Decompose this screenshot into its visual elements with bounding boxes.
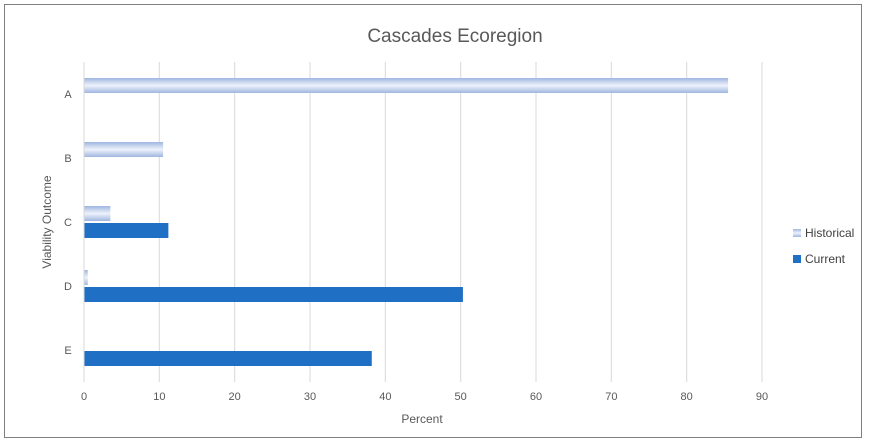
bar-current-d — [84, 287, 463, 302]
bar-historical-a — [84, 78, 729, 93]
x-tick-label: 70 — [605, 391, 617, 403]
bars — [83, 62, 729, 382]
x-tick-label: 10 — [153, 391, 165, 403]
x-axis-label: Percent — [401, 412, 443, 426]
y-tick-label: E — [64, 345, 71, 357]
bar-current-e — [84, 351, 372, 366]
x-tick-label: 20 — [229, 391, 241, 403]
x-tick-label: 30 — [304, 391, 316, 403]
y-tick-label: A — [64, 89, 72, 101]
x-tick-label: 60 — [530, 391, 542, 403]
y-tick-label: D — [64, 281, 72, 293]
bar-historical-b — [84, 142, 164, 157]
legend-swatch-current — [793, 255, 801, 263]
legend: Historical Current — [793, 226, 854, 266]
gridlines — [83, 62, 763, 382]
legend-label-historical: Historical — [805, 226, 854, 240]
x-axis-ticks: 0 10 20 30 40 50 60 70 80 90 — [81, 391, 768, 403]
x-tick-label: 90 — [756, 391, 768, 403]
legend-swatch-historical — [793, 229, 801, 237]
y-axis-label: Viability Outcome — [40, 175, 54, 268]
y-axis-ticks: A B C D E — [64, 89, 72, 357]
bar-historical-d — [84, 270, 88, 285]
bar-historical-c — [84, 206, 111, 221]
legend-label-current: Current — [805, 252, 846, 266]
x-tick-label: 0 — [81, 391, 87, 403]
bar-current-c — [84, 223, 169, 238]
y-tick-label: B — [64, 153, 71, 165]
y-tick-label: C — [64, 217, 72, 229]
chart-title: Cascades Ecoregion — [367, 26, 542, 47]
x-tick-label: 40 — [379, 391, 391, 403]
x-tick-label: 50 — [455, 391, 467, 403]
x-tick-label: 80 — [681, 391, 693, 403]
